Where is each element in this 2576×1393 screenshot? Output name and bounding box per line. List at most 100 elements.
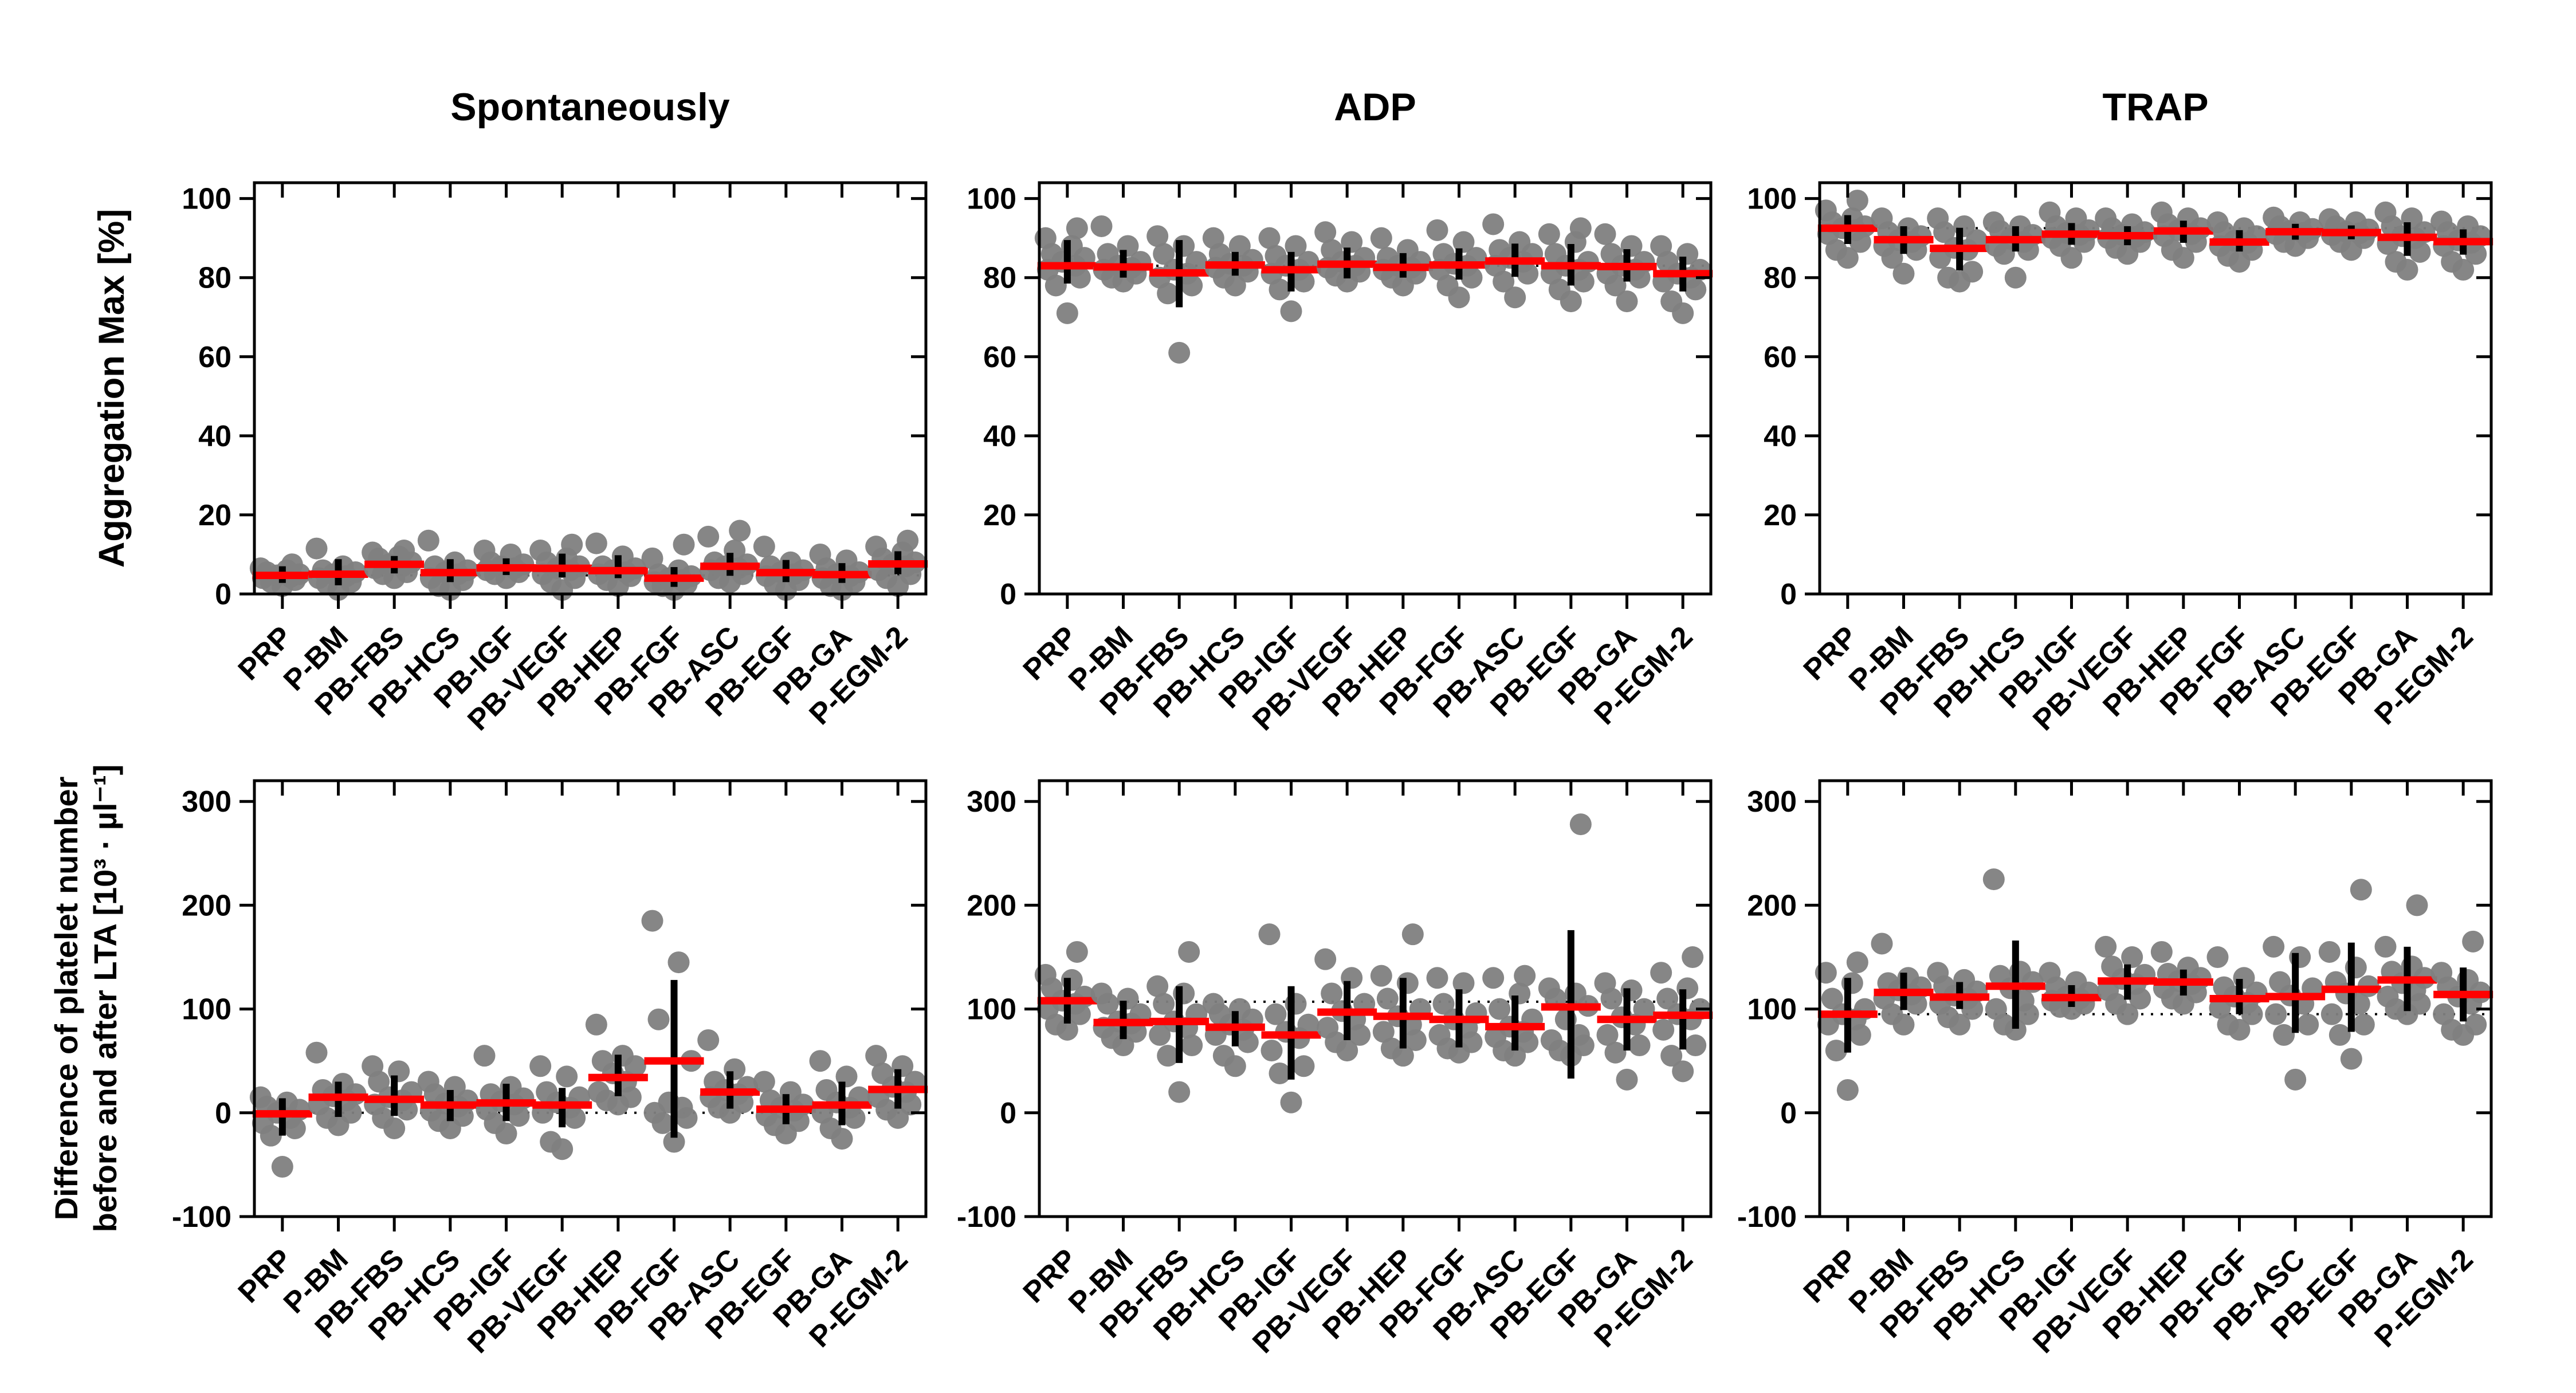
median-line xyxy=(2321,229,2381,237)
data-point xyxy=(417,1071,439,1093)
median-line xyxy=(2153,227,2213,235)
data-point xyxy=(529,1055,552,1077)
data-point xyxy=(1168,1081,1191,1103)
data-point xyxy=(1321,239,1343,261)
data-point xyxy=(1258,227,1281,249)
data-point xyxy=(1540,1029,1562,1051)
data-point xyxy=(2430,210,2453,233)
y-tick-label: 0 xyxy=(1000,1097,1016,1130)
data-point xyxy=(561,533,583,556)
y-tick-label: 0 xyxy=(1780,578,1797,611)
y-tick-label: 100 xyxy=(182,993,231,1026)
data-point xyxy=(305,1041,328,1064)
y-tick-label: -100 xyxy=(172,1201,231,1234)
data-point xyxy=(641,910,663,932)
data-point xyxy=(1428,1024,1451,1046)
median-line xyxy=(1261,1031,1321,1039)
data-point xyxy=(2340,1048,2362,1070)
data-point xyxy=(2004,266,2027,289)
data-point xyxy=(1146,225,1169,247)
data-point xyxy=(2297,1013,2319,1036)
data-point xyxy=(697,525,720,548)
y-tick-label: 100 xyxy=(967,183,1016,216)
median-line xyxy=(1597,1016,1657,1024)
data-point xyxy=(1314,948,1337,970)
data-point xyxy=(1569,217,1592,239)
data-point xyxy=(809,543,831,565)
data-point xyxy=(2406,894,2428,916)
data-point xyxy=(1538,223,1560,245)
data-point xyxy=(1432,243,1455,265)
data-point xyxy=(362,1055,384,1077)
data-point xyxy=(1056,302,1078,324)
data-point xyxy=(1616,1068,1638,1091)
data-point xyxy=(1285,235,1307,257)
data-point xyxy=(1149,1024,1171,1046)
median-line xyxy=(1373,263,1433,271)
y-axis-label-platelet-difference-line1: Difference of platelet number xyxy=(48,776,84,1221)
data-point xyxy=(2206,946,2229,969)
y-tick-label: 0 xyxy=(1000,578,1016,611)
data-point xyxy=(897,529,919,552)
data-point xyxy=(1380,1037,1403,1060)
y-tick-label: 200 xyxy=(967,889,1016,922)
median-line xyxy=(1541,1003,1601,1011)
median-line xyxy=(1817,1010,1878,1018)
data-point xyxy=(2377,985,2399,1008)
data-point xyxy=(1370,227,1392,249)
data-point xyxy=(1682,946,1704,969)
median-line xyxy=(2433,990,2493,998)
y-tick-label: 20 xyxy=(1764,499,1797,532)
data-point xyxy=(1157,1045,1179,1067)
data-point xyxy=(2273,1024,2295,1046)
data-point xyxy=(2462,930,2484,953)
data-point xyxy=(536,1081,558,1103)
data-point xyxy=(473,1045,496,1067)
y-tick-label: 20 xyxy=(198,499,231,532)
data-point xyxy=(1066,217,1088,239)
data-point xyxy=(540,1131,562,1153)
median-line xyxy=(1930,245,1990,253)
data-point xyxy=(1937,266,1960,289)
y-tick-label: 60 xyxy=(983,341,1016,374)
median-line xyxy=(364,1095,425,1103)
median-line xyxy=(1653,270,1713,278)
median-line xyxy=(1653,1011,1713,1019)
data-point xyxy=(1321,982,1343,1005)
median-line xyxy=(2041,230,2102,238)
data-point xyxy=(1297,1013,1320,1036)
data-point xyxy=(1265,245,1287,267)
data-point xyxy=(1401,923,1424,946)
column-title-trap: TRAP xyxy=(2102,85,2209,129)
y-tick-label: 20 xyxy=(983,499,1016,532)
median-line xyxy=(420,1101,480,1109)
data-point xyxy=(1280,1091,1302,1113)
y-tick-label: 60 xyxy=(198,341,231,374)
median-line xyxy=(1093,263,1153,271)
median-line xyxy=(700,1088,760,1096)
data-point xyxy=(1985,998,2007,1020)
median-line xyxy=(2098,232,2158,240)
data-point xyxy=(753,536,775,558)
data-point xyxy=(1452,231,1475,253)
data-point xyxy=(1989,965,2011,987)
data-point xyxy=(1871,207,1893,230)
data-point xyxy=(585,532,607,554)
column-title-spontaneously: Spontaneously xyxy=(450,85,730,129)
data-point xyxy=(2385,251,2407,273)
axis-frame xyxy=(1038,181,1713,596)
median-line xyxy=(1985,235,2045,243)
data-point xyxy=(271,1156,293,1178)
data-point xyxy=(1877,972,1899,994)
data-point xyxy=(1452,972,1475,994)
median-line xyxy=(1037,262,1097,270)
data-point xyxy=(697,1029,720,1051)
median-line xyxy=(1261,266,1321,274)
data-point xyxy=(1185,251,1208,273)
data-point xyxy=(865,1045,888,1067)
data-point xyxy=(815,1079,838,1101)
median-line xyxy=(2153,978,2213,986)
y-tick-label: 100 xyxy=(1747,993,1797,1026)
data-point xyxy=(641,547,663,569)
